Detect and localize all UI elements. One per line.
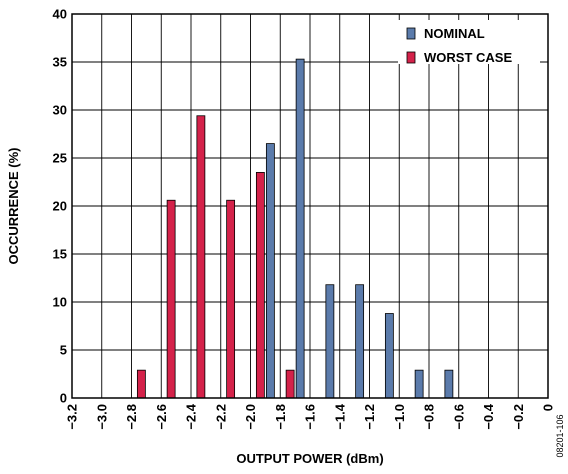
x-tick-label: −2.4 xyxy=(184,403,199,429)
bar-worst-case xyxy=(226,199,236,399)
grid-lines xyxy=(71,13,549,399)
y-tick-label: 30 xyxy=(53,103,67,118)
bar-nominal xyxy=(355,284,365,399)
x-tick-label: −3.2 xyxy=(65,404,80,430)
x-tick-label: −0.4 xyxy=(481,403,496,429)
bar-nominal xyxy=(444,369,454,399)
bars xyxy=(136,58,454,399)
x-tick-label: −3.0 xyxy=(94,404,109,430)
legend-background xyxy=(398,20,540,64)
bar-worst-case xyxy=(136,369,146,399)
legend-swatch-worst-case xyxy=(406,51,416,64)
x-axis-label: OUTPUT POWER (dBm) xyxy=(236,451,383,466)
y-tick-label: 40 xyxy=(53,7,67,22)
y-tick-label: 25 xyxy=(53,151,67,166)
x-tick-label: −2.8 xyxy=(124,404,139,430)
x-tick-label: −2.0 xyxy=(243,404,258,430)
x-tick-label: −1.6 xyxy=(303,404,318,430)
legend-label-worst-case: WORST CASE xyxy=(424,50,512,65)
y-tick-label: 0 xyxy=(60,391,67,406)
x-tick-label: −0.6 xyxy=(451,404,466,430)
bar-worst-case xyxy=(255,171,265,399)
y-tick-label: 15 xyxy=(53,247,67,262)
x-tick-labels: −3.2 −3.0 −2.8 −2.6 −2.4 −2.2 −2.0 −1.8 −1.6 −1.4… xyxy=(65,403,556,429)
x-tick-label: −0.8 xyxy=(422,404,437,430)
legend-swatch-nominal xyxy=(406,27,416,40)
legend-label-nominal: NOMINAL xyxy=(424,26,485,41)
figure-code: 08201-106 xyxy=(555,414,565,457)
y-tick-label: 35 xyxy=(53,55,67,70)
y-tick-label: 5 xyxy=(60,343,67,358)
bar-nominal xyxy=(265,143,275,399)
y-tick-label: 10 xyxy=(53,295,67,310)
bar-nominal xyxy=(384,313,394,399)
bar-worst-case xyxy=(285,369,295,399)
bar-nominal xyxy=(325,284,335,399)
bar-nominal xyxy=(295,58,305,399)
x-tick-label: −0.2 xyxy=(511,404,526,430)
plot-frame xyxy=(71,13,549,399)
x-tick-label: −2.6 xyxy=(154,404,169,430)
x-tick-label: −1.2 xyxy=(362,404,377,430)
x-tick-label: −1.4 xyxy=(332,403,347,429)
x-tick-label: −1.0 xyxy=(392,404,407,430)
y-tick-labels: 0 5 10 15 20 25 30 35 40 xyxy=(53,7,67,406)
bar-nominal xyxy=(414,369,424,399)
y-tick-label: 20 xyxy=(53,199,67,214)
x-tick-label: 0 xyxy=(541,404,556,411)
bar-worst-case xyxy=(196,115,206,399)
bar-worst-case xyxy=(166,199,176,399)
x-tick-label: −2.2 xyxy=(213,404,228,430)
legend: NOMINAL WORST CASE xyxy=(398,20,540,65)
x-tick-label: −1.8 xyxy=(273,404,288,430)
y-axis-label: OCCURRENCE (%) xyxy=(6,148,21,265)
